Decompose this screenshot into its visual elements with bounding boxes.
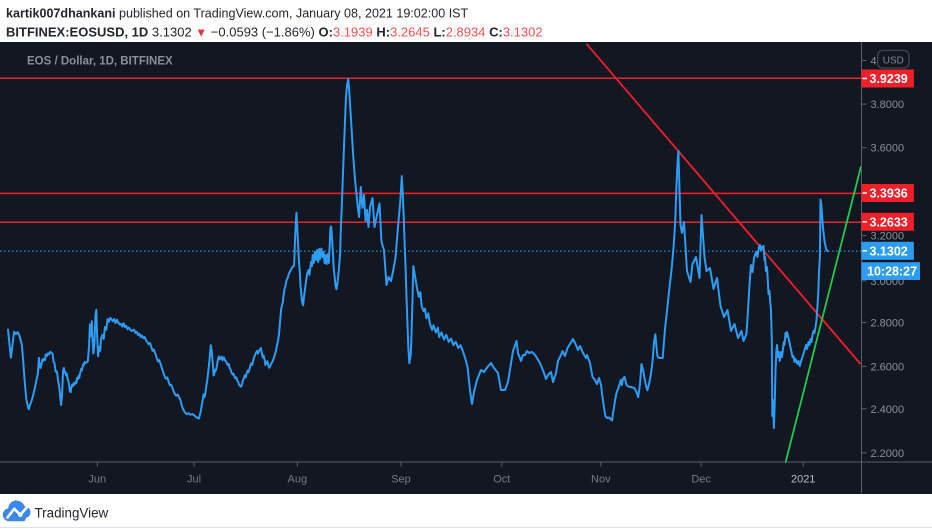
svg-text:TradingView: TradingView: [35, 506, 109, 521]
svg-text:Jun: Jun: [88, 474, 106, 486]
svg-text:3.2000: 3.2000: [871, 231, 905, 243]
svg-text:2021: 2021: [791, 474, 815, 486]
svg-text:Aug: Aug: [288, 474, 308, 486]
svg-text:Dec: Dec: [691, 474, 711, 486]
svg-text:Oct: Oct: [493, 474, 510, 486]
svg-text:BITFINEX:EOSUSD, 1D 3.1302 ▼ −: BITFINEX:EOSUSD, 1D 3.1302 ▼ −0.0593 (−1…: [6, 25, 543, 40]
svg-text:USD: USD: [883, 56, 904, 67]
svg-text:3.8000: 3.8000: [871, 99, 905, 111]
svg-text:3.1302: 3.1302: [870, 244, 908, 258]
svg-text:Jul: Jul: [187, 474, 201, 486]
svg-text:Nov: Nov: [591, 474, 611, 486]
svg-text:3.6000: 3.6000: [871, 143, 905, 155]
svg-text:EOS / Dollar, 1D, BITFINEX: EOS / Dollar, 1D, BITFINEX: [27, 56, 173, 68]
svg-text:3.2633: 3.2633: [870, 215, 908, 229]
svg-text:10:28:27: 10:28:27: [867, 265, 917, 279]
svg-text:3.3936: 3.3936: [870, 187, 908, 201]
svg-text:2.4000: 2.4000: [871, 404, 905, 416]
svg-text:3.9239: 3.9239: [870, 72, 908, 86]
svg-text:kartik007dhankani published on: kartik007dhankani published on TradingVi…: [6, 7, 469, 21]
svg-text:4: 4: [871, 56, 877, 68]
svg-text:2.8000: 2.8000: [871, 318, 905, 330]
svg-text:Sep: Sep: [391, 474, 411, 486]
svg-text:2.6000: 2.6000: [871, 361, 905, 373]
svg-text:2.2000: 2.2000: [871, 448, 905, 460]
